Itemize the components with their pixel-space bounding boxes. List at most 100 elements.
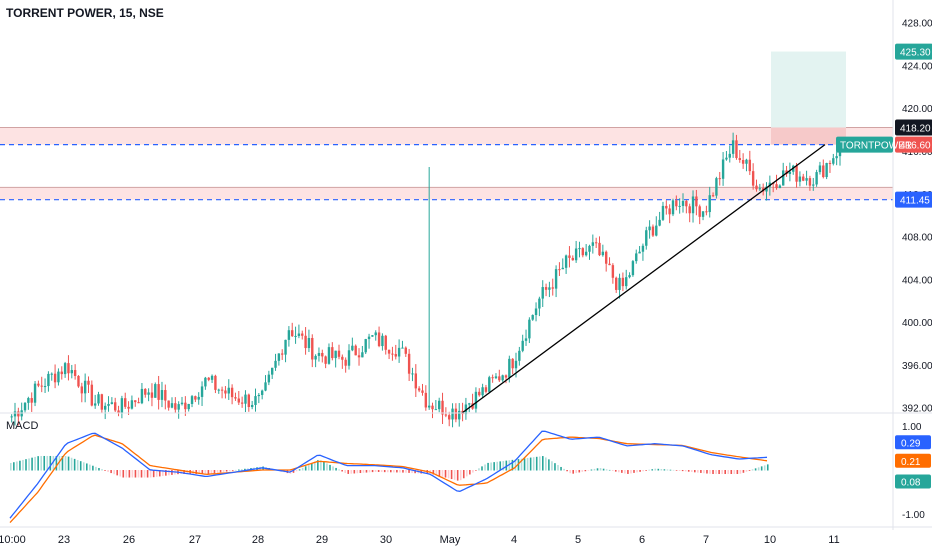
price-pane[interactable] (0, 51, 893, 428)
candle-body (444, 414, 448, 416)
candle-body (775, 184, 778, 189)
macd-histogram-bar (101, 469, 103, 471)
macd-histogram-bar (396, 470, 398, 473)
candle-body (17, 411, 20, 417)
candle-body (257, 394, 261, 397)
macd-histogram-bar (718, 470, 720, 475)
macd-badge (895, 453, 931, 468)
candle-body (755, 185, 758, 190)
macd-histogram-bar (560, 466, 562, 471)
candle-body (124, 398, 127, 407)
candle-body (337, 350, 341, 357)
macd-histogram-bar (19, 460, 21, 471)
candle-body (264, 382, 267, 391)
macd-histogram-bar (292, 470, 295, 473)
macd-histogram-bar (368, 470, 371, 473)
macd-histogram-bar (241, 469, 243, 471)
candle-body (307, 337, 311, 349)
candle-body (314, 355, 317, 360)
macd-histogram-bar (444, 470, 447, 478)
macd-histogram-bar (611, 470, 614, 472)
candle-body (401, 347, 404, 349)
candle-body (588, 245, 591, 252)
macd-histogram-bar (608, 469, 611, 471)
candle-body (237, 398, 240, 403)
candle-body (661, 205, 665, 220)
candle-body (518, 350, 521, 361)
macd-histogram-bar (694, 470, 696, 473)
candle-body (304, 335, 307, 349)
candle-body (250, 404, 254, 408)
macd-histogram-bar (92, 465, 94, 471)
macd-histogram-bar (441, 470, 444, 477)
candle-body (281, 353, 284, 355)
candle-body (83, 380, 87, 394)
macd-histogram-bar (678, 470, 681, 471)
macd-histogram-bar (22, 459, 24, 471)
candle-body (60, 371, 63, 375)
macd-histogram-bar (86, 463, 88, 471)
macd-histogram-bar (554, 463, 556, 471)
macd-histogram-bar (462, 470, 465, 479)
candle-body (397, 347, 401, 357)
macd-histogram-bar (31, 457, 33, 471)
macd-histogram-bar (502, 460, 505, 471)
symbol-badge-label: TORNTPOWER (840, 141, 912, 152)
candle-body (615, 277, 618, 290)
candle-body (364, 339, 367, 353)
candle-body (434, 409, 438, 411)
candle-body (568, 255, 571, 258)
candle-body (240, 402, 244, 404)
candle-body (227, 387, 230, 394)
macd-histogram-bar (34, 456, 36, 471)
macd-histogram-bar (715, 470, 717, 475)
candle-body (187, 403, 190, 410)
macd-histogram-bar (341, 470, 343, 472)
macd-histogram-bar (636, 470, 638, 473)
candle-body (387, 349, 391, 354)
macd-histogram-bar (557, 465, 559, 471)
candle-body (638, 251, 641, 254)
candle-body (117, 410, 120, 414)
candle-body (164, 390, 167, 401)
macd-histogram-bar (730, 470, 733, 475)
time-tick-label: 7 (703, 534, 709, 546)
candle-body (478, 391, 481, 396)
macd-histogram-bar (681, 470, 684, 472)
candle-body (154, 384, 157, 398)
candle-body (488, 377, 491, 392)
macd-histogram-bar (326, 463, 328, 471)
macd-histogram-bar (645, 470, 647, 471)
macd-pane[interactable] (9, 430, 769, 524)
macd-histogram-bar (548, 459, 550, 471)
macd-histogram-bar (575, 470, 578, 474)
candle-body (782, 170, 785, 186)
macd-histogram-bar (508, 460, 511, 471)
macd-histogram-bar (131, 470, 134, 478)
macd-histogram-bar (472, 470, 474, 473)
candle-body (725, 157, 728, 160)
candle-body (501, 375, 504, 381)
macd-histogram-bar (523, 458, 526, 471)
macd-histogram-bar (630, 470, 632, 474)
macd-histogram-bar (700, 470, 702, 473)
macd-histogram-bar (596, 468, 599, 471)
candle-body (43, 386, 47, 388)
candle-body (544, 287, 548, 290)
candle-body (140, 388, 144, 404)
candle-body (70, 370, 73, 374)
candle-body (534, 308, 538, 316)
candle-body (778, 185, 782, 189)
macd-histogram-bar (405, 470, 407, 473)
macd-histogram-bar (104, 470, 106, 471)
macd-tick-label: -1.00 (902, 510, 925, 521)
candle-body (341, 356, 344, 360)
macd-histogram-bar (493, 462, 495, 471)
candle-body (50, 373, 53, 375)
macd-histogram-bar (739, 470, 742, 474)
price-tick-label: 420.00 (902, 104, 932, 115)
macd-histogram-bar (73, 458, 76, 471)
macd-histogram-bar (64, 455, 67, 471)
macd-histogram-bar (605, 469, 608, 471)
